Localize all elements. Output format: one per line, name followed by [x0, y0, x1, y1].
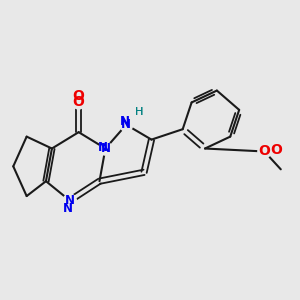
Text: H: H: [134, 107, 143, 117]
Text: O: O: [270, 143, 282, 157]
Circle shape: [63, 194, 76, 207]
Text: H: H: [134, 107, 143, 117]
Circle shape: [120, 118, 133, 131]
Text: N: N: [98, 140, 108, 154]
Circle shape: [99, 142, 112, 155]
Circle shape: [72, 96, 85, 109]
Text: O: O: [259, 145, 270, 158]
Text: N: N: [65, 194, 75, 207]
Text: N: N: [63, 202, 73, 215]
Text: N: N: [100, 142, 110, 155]
Text: N: N: [120, 115, 130, 128]
Text: O: O: [73, 95, 85, 110]
Circle shape: [258, 145, 271, 158]
Text: O: O: [73, 89, 85, 103]
Text: N: N: [121, 118, 131, 131]
